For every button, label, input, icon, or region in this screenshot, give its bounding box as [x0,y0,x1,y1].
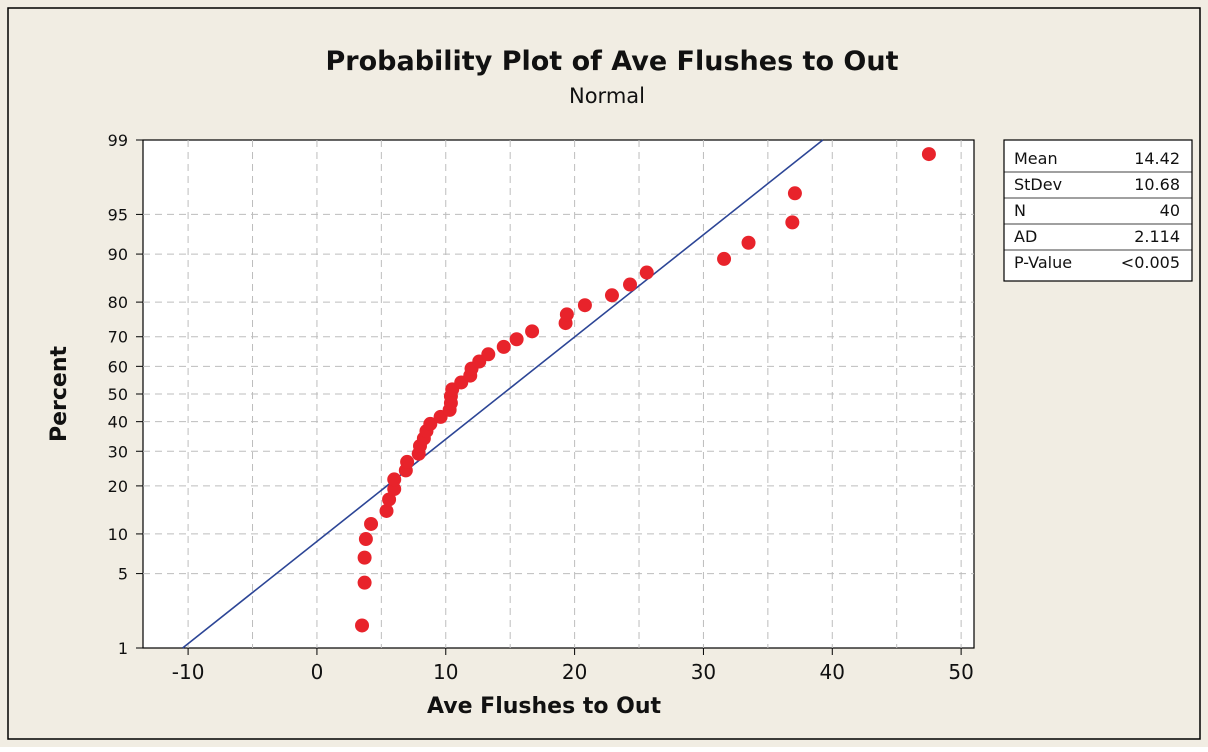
statistics-table: Mean 14.42 StDev 10.68 N 40 AD 2.114 P-Value <0.0… [1003,139,1193,282]
stat-label: N [1014,201,1026,220]
stat-value: 40 [1160,201,1180,220]
x-tick-labels: -10 0 10 20 30 40 50 [172,660,974,684]
chart-title: Probability Plot of Ave Flushes to Out [326,46,899,77]
data-point [785,215,800,230]
data-point [559,307,574,322]
x-tick-label: 10 [433,660,458,684]
y-tick-label: 95 [108,205,128,224]
data-point [387,472,402,487]
stat-label: StDev [1014,175,1062,194]
data-point [423,416,438,431]
data-point [379,503,394,518]
data-point [364,516,379,531]
data-point [387,482,402,497]
y-axis-label: Percent [47,346,72,443]
y-tick-label: 10 [108,525,128,544]
data-point [400,454,415,469]
data-point [357,575,372,590]
y-tick-label: 90 [108,245,128,264]
y-tick-labels: 1 5 10 20 30 40 50 60 70 80 90 95 99 [108,131,128,658]
x-tick-label: -10 [172,660,205,684]
y-tick-label: 60 [108,357,128,376]
statistics-table-border [1003,139,1193,282]
stat-label: P-Value [1014,253,1072,272]
statistics-rows: Mean 14.42 StDev 10.68 N 40 AD 2.114 P-Value <0.0… [1004,149,1192,272]
data-points [355,147,936,633]
y-tick-label: 30 [108,442,128,461]
data-point [741,235,756,250]
stat-value: 14.42 [1134,149,1180,168]
data-point [525,324,540,339]
y-tick-label: 5 [118,565,128,584]
data-point [787,186,802,201]
data-point [639,265,654,280]
stat-value: <0.005 [1121,253,1180,272]
data-point [358,532,373,547]
stat-value: 10.68 [1134,175,1180,194]
chart-frame [7,7,1201,740]
chart-subtitle: Normal [569,84,645,108]
y-tick-label: 20 [108,477,128,496]
y-tick-label: 40 [108,413,128,432]
y-tick-label: 70 [108,328,128,347]
data-point [717,251,732,266]
data-point [604,288,619,303]
x-tick-label: 20 [562,660,587,684]
y-tick-label: 50 [108,385,128,404]
x-tick-label: 50 [948,660,973,684]
y-tick-label: 1 [118,639,128,658]
data-point [481,347,496,362]
x-tick-label: 40 [820,660,845,684]
data-point [623,277,638,292]
y-tick-label: 80 [108,293,128,312]
data-point [355,618,370,633]
data-point [509,332,524,347]
data-point [577,298,592,313]
stat-value: 2.114 [1134,227,1180,246]
x-tick-label: 0 [311,660,324,684]
fit-line-group [182,139,824,649]
data-point [357,550,372,565]
y-tick-label: 99 [108,131,128,150]
fit-line [182,139,824,649]
axis-ticks [136,139,962,655]
x-axis-label: Ave Flushes to Out [427,694,661,719]
x-tick-label: 30 [691,660,716,684]
data-point [496,339,511,354]
stat-label: Mean [1014,149,1058,168]
data-point [382,492,397,507]
data-point [921,147,936,162]
stat-label: AD [1014,227,1037,246]
